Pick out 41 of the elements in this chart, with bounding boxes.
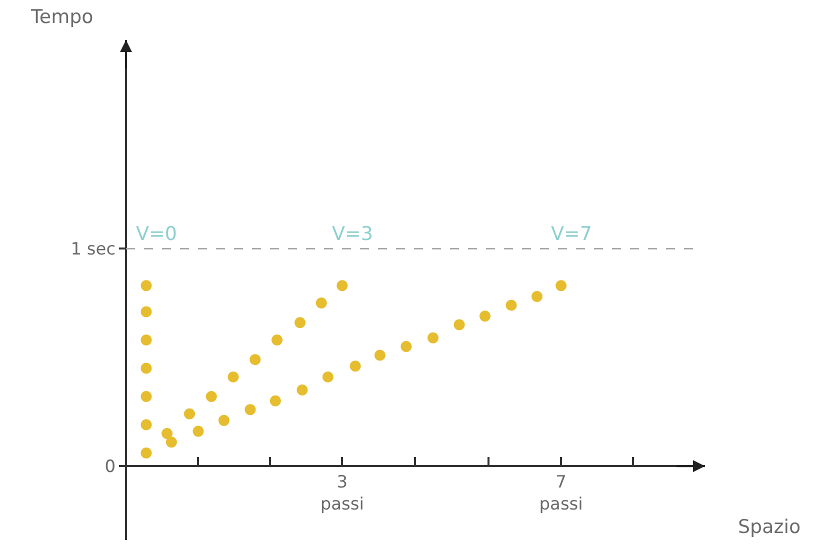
x-tick-label: 3 passi xyxy=(320,472,364,515)
point xyxy=(244,404,256,416)
point xyxy=(454,319,465,330)
point xyxy=(336,280,348,292)
point xyxy=(192,426,204,437)
point xyxy=(184,408,195,420)
point xyxy=(350,360,361,372)
point xyxy=(250,354,261,366)
point xyxy=(428,332,439,344)
point xyxy=(316,298,327,309)
point xyxy=(294,317,306,328)
point xyxy=(480,310,490,322)
point xyxy=(206,391,217,402)
point xyxy=(531,291,542,302)
point xyxy=(166,436,177,448)
point xyxy=(228,371,239,382)
point xyxy=(140,306,152,318)
point xyxy=(374,350,386,361)
point xyxy=(506,300,517,311)
annotation: V=7 xyxy=(551,223,592,245)
point xyxy=(556,280,567,292)
point xyxy=(140,391,152,402)
point xyxy=(140,280,152,292)
x-tick-label: 7 passi xyxy=(539,472,583,515)
y-tick-label: 0 xyxy=(104,457,116,478)
point xyxy=(322,371,334,382)
point xyxy=(296,384,308,396)
x-axis-title: Spazio xyxy=(738,516,801,538)
point xyxy=(140,419,152,430)
y-tick-label: 1 sec xyxy=(70,240,116,260)
annotation: V=3 xyxy=(332,223,374,245)
point xyxy=(140,362,152,374)
point xyxy=(218,414,230,426)
point xyxy=(400,341,412,352)
annotation: V=0 xyxy=(136,223,178,245)
point xyxy=(272,334,283,346)
y-axis-title: Tempo xyxy=(30,6,94,28)
point xyxy=(140,448,152,459)
point xyxy=(140,334,152,346)
point xyxy=(162,428,173,439)
point xyxy=(270,395,281,406)
